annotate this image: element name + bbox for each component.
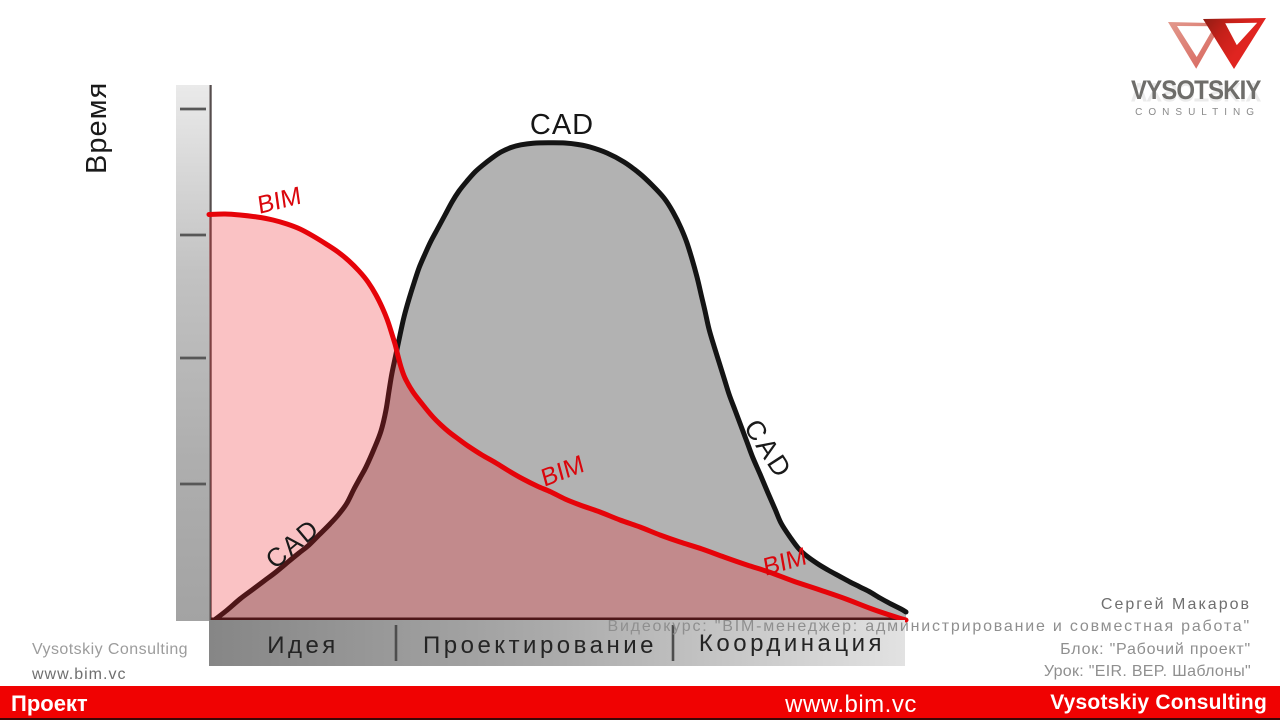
svg-text:Идея: Идея xyxy=(267,632,339,659)
svg-text:CAD: CAD xyxy=(530,109,594,141)
svg-text:Время: Время xyxy=(81,82,113,174)
svg-text:Координация: Координация xyxy=(699,630,885,657)
svg-text:Проектирование: Проектирование xyxy=(423,632,657,659)
svg-text:BIM: BIM xyxy=(256,181,303,220)
